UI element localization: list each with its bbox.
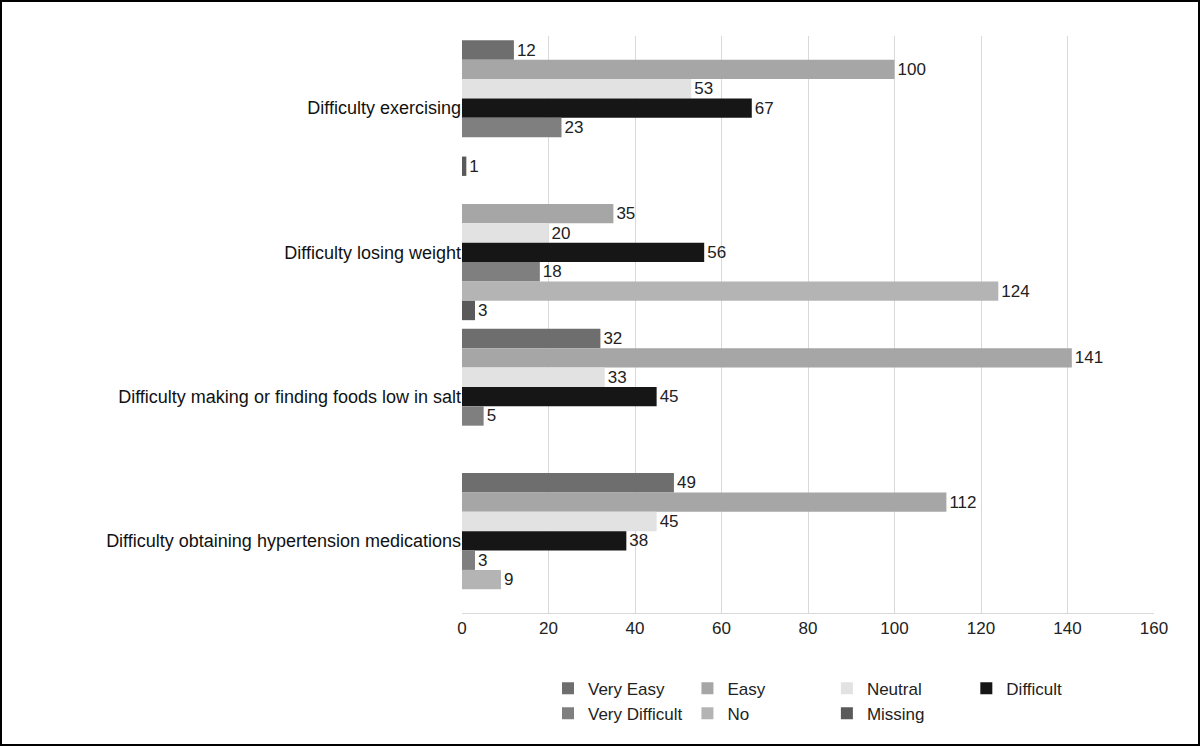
svg-text:12: 12 <box>517 41 536 60</box>
svg-text:80: 80 <box>799 619 818 638</box>
svg-text:3: 3 <box>478 551 487 570</box>
svg-text:60: 60 <box>712 619 731 638</box>
svg-text:38: 38 <box>629 531 648 550</box>
svg-text:35: 35 <box>616 204 635 223</box>
svg-text:160: 160 <box>1140 619 1168 638</box>
svg-text:20: 20 <box>539 619 558 638</box>
svg-text:53: 53 <box>694 79 713 98</box>
svg-text:33: 33 <box>608 368 627 387</box>
svg-text:49: 49 <box>677 473 696 492</box>
svg-text:9: 9 <box>504 570 513 589</box>
svg-text:Missing: Missing <box>867 705 925 724</box>
svg-text:Difficulty making or finding f: Difficulty making or finding foods low i… <box>118 387 461 407</box>
svg-text:23: 23 <box>564 118 583 137</box>
svg-text:Difficulty obtaining hypertens: Difficulty obtaining hypertension medica… <box>106 531 461 551</box>
svg-text:56: 56 <box>707 243 726 262</box>
svg-text:5: 5 <box>487 406 496 425</box>
svg-text:Difficulty exercising: Difficulty exercising <box>307 98 461 118</box>
svg-text:32: 32 <box>603 329 622 348</box>
svg-text:Very Difficult: Very Difficult <box>588 705 682 724</box>
svg-text:141: 141 <box>1075 348 1103 367</box>
svg-text:45: 45 <box>660 387 679 406</box>
svg-text:140: 140 <box>1053 619 1081 638</box>
svg-text:Neutral: Neutral <box>867 680 922 699</box>
svg-text:67: 67 <box>755 99 774 118</box>
svg-text:45: 45 <box>660 512 679 531</box>
svg-text:20: 20 <box>552 224 571 243</box>
svg-text:100: 100 <box>898 60 926 79</box>
svg-text:100: 100 <box>880 619 908 638</box>
svg-text:No: No <box>727 705 749 724</box>
svg-text:Difficult: Difficult <box>1006 680 1062 699</box>
svg-text:120: 120 <box>967 619 995 638</box>
svg-text:40: 40 <box>626 619 645 638</box>
svg-text:1: 1 <box>469 157 478 176</box>
svg-text:0: 0 <box>457 619 466 638</box>
svg-text:112: 112 <box>949 493 976 512</box>
svg-text:Easy: Easy <box>727 680 765 699</box>
svg-text:Difficulty losing weight: Difficulty losing weight <box>284 243 461 263</box>
svg-text:124: 124 <box>1001 282 1029 301</box>
svg-text:3: 3 <box>478 301 487 320</box>
svg-text:18: 18 <box>543 262 562 281</box>
svg-text:Very Easy: Very Easy <box>588 680 665 699</box>
